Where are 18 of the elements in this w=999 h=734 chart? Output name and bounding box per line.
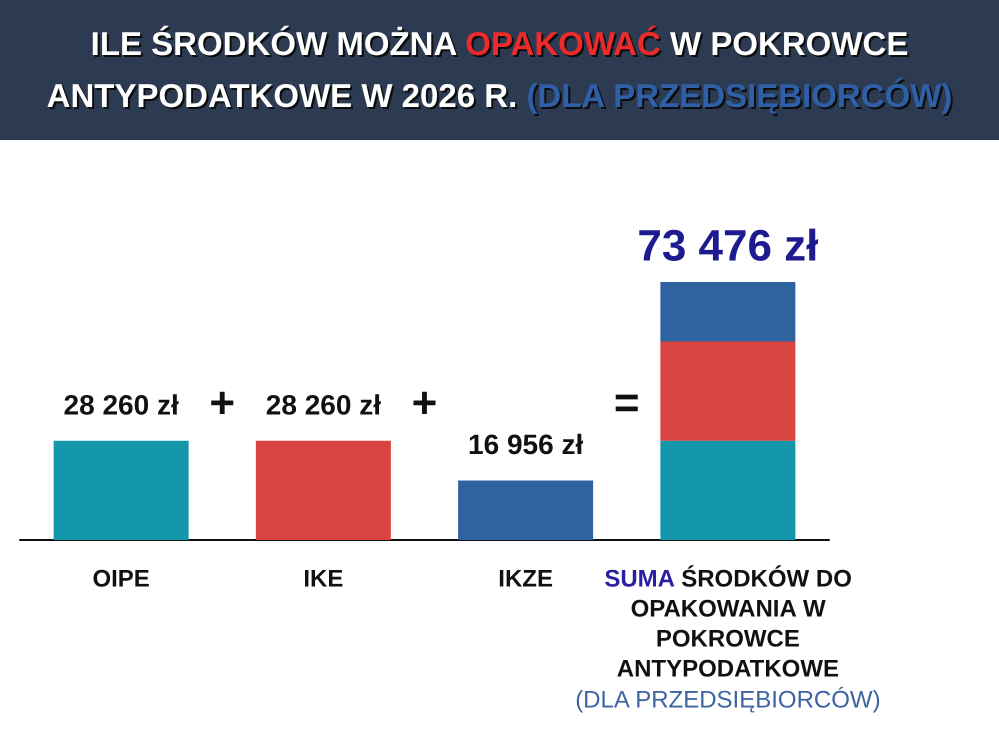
bar bbox=[660, 342, 796, 441]
x-tick-label: OIPE bbox=[92, 566, 150, 592]
x-tick-label: IKZE bbox=[498, 566, 553, 592]
bar bbox=[660, 282, 796, 342]
x-tick-label: SUMA ŚRODKÓW DO OPAKOWANIA W POKROWCE ANTYPODATKOWE (DLA PRZEDSIĘBIORCÓW) bbox=[575, 564, 881, 714]
chart-title: ILE ŚRODKÓW MOŻNA OPAKOWAĆ W POKROWCE ANTYPODATKOWE W 2026 R. (DLA PRZEDSIĘBIORCÓW) bbox=[46, 25, 952, 114]
bar bbox=[54, 440, 189, 540]
data-label: 28 260 zł bbox=[64, 389, 179, 420]
bar bbox=[458, 480, 594, 540]
bar bbox=[660, 440, 796, 540]
data-label: 28 260 zł bbox=[266, 389, 382, 420]
data-label: 16 956 zł bbox=[468, 428, 584, 460]
bar bbox=[256, 440, 391, 540]
annotation: = bbox=[614, 378, 640, 428]
total-label: 73 476 zł bbox=[637, 222, 818, 270]
x-tick-label: IKE bbox=[303, 566, 344, 592]
annotation: + bbox=[412, 378, 438, 428]
annotation: + bbox=[209, 378, 236, 428]
